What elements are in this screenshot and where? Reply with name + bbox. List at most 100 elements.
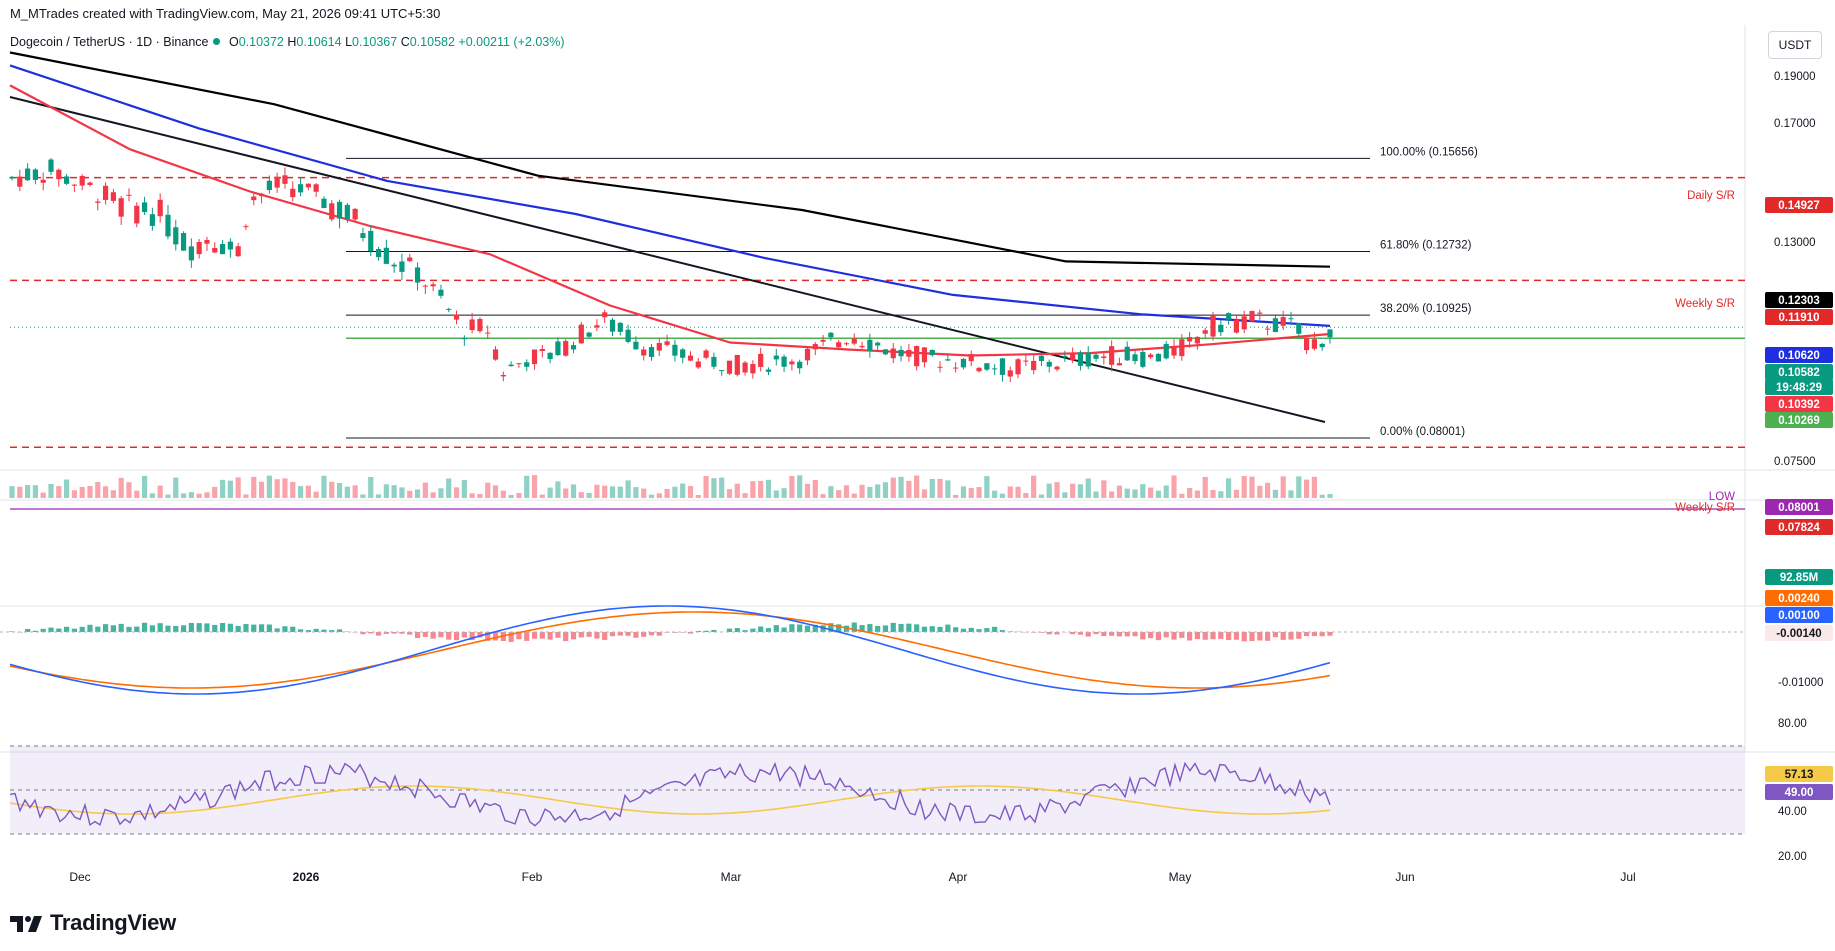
macd-tag: 0.00100: [1778, 610, 1820, 622]
volume-bar: [196, 493, 202, 498]
volume-bar: [414, 489, 421, 498]
candle: [344, 204, 350, 220]
volume-bar: [703, 476, 709, 498]
candle: [274, 176, 280, 188]
macd-histogram-bar: [945, 624, 951, 632]
candle: [781, 356, 787, 367]
candle: [875, 342, 881, 346]
volume-bar: [851, 493, 857, 498]
fib-level-label: 100.00% (0.15656): [1380, 146, 1478, 158]
macd-histogram-bar: [212, 624, 218, 632]
volume-bar: [859, 484, 865, 498]
macd-histogram-bar: [235, 625, 241, 632]
candle: [1101, 356, 1107, 359]
candle: [63, 176, 70, 184]
macd-histogram-bar: [648, 632, 655, 636]
candle: [1194, 336, 1201, 344]
candle: [609, 319, 616, 332]
volume-bar: [711, 478, 717, 498]
volume-bar: [9, 486, 15, 498]
volume-bar: [141, 475, 148, 498]
volume-bar: [399, 487, 405, 498]
macd-histogram-bar: [1304, 632, 1310, 637]
volume-bar: [641, 488, 647, 498]
x-tick-label: Jul: [1620, 870, 1635, 884]
candle: [1226, 313, 1232, 320]
close-value: 0.10582: [409, 35, 455, 49]
candle: [625, 329, 631, 342]
x-tick-label: Mar: [721, 870, 742, 884]
volume-bar: [219, 479, 226, 498]
volume-bar: [1187, 488, 1193, 498]
volume-bar: [992, 490, 998, 498]
macd-histogram-bar: [196, 623, 202, 632]
candle: [765, 369, 772, 372]
volume-bar: [1280, 476, 1286, 498]
macd-histogram: [9, 622, 1333, 642]
macd-histogram-bar: [1093, 632, 1099, 635]
macd-histogram-bar: [1288, 632, 1294, 640]
candle: [726, 360, 733, 374]
volume-bar: [1163, 485, 1169, 498]
volume-bar: [797, 475, 803, 498]
macd-histogram-bar: [609, 632, 616, 637]
countdown-tag-bg: [1765, 379, 1833, 395]
symbol-ohlc-legend[interactable]: Dogecoin / TetherUS · 1D · Binance O0.10…: [10, 35, 565, 49]
volume-bar: [469, 493, 475, 498]
macd-histogram-bar: [149, 625, 155, 632]
volume-bar: [1155, 490, 1162, 498]
volume-bar: [126, 482, 132, 498]
macd-histogram-bar: [1132, 632, 1138, 637]
volume-bar: [789, 476, 795, 498]
macd-histogram-bar: [282, 626, 288, 632]
volume-bar: [890, 477, 896, 498]
volume-bar: [430, 492, 436, 498]
macd-histogram-bar: [1265, 632, 1271, 641]
volume-bar: [734, 483, 740, 498]
volume-bar: [1077, 484, 1084, 498]
volume-bar: [617, 486, 623, 498]
volume-bar: [539, 494, 545, 498]
volume-bar: [664, 488, 670, 498]
macd-histogram-bar: [758, 626, 764, 632]
macd-histogram-bar: [976, 629, 982, 632]
rsi-y-tick-label: 40.00: [1778, 806, 1807, 818]
macd-histogram-bar: [422, 632, 428, 637]
candle: [1116, 363, 1123, 366]
volume-bar: [204, 492, 210, 498]
candle: [173, 227, 179, 245]
macd-line: [9, 605, 1331, 695]
macd-histogram-bar: [297, 629, 304, 632]
y-tick-label: 0.07500: [1774, 456, 1816, 468]
tradingview-logo[interactable]: TradingView: [10, 910, 176, 936]
candle: [851, 338, 857, 344]
macd-histogram-bar: [165, 625, 171, 632]
currency-button[interactable]: USDT: [1768, 31, 1822, 59]
macd-histogram-bar: [134, 626, 140, 632]
candle: [555, 341, 561, 356]
macd-histogram-bar: [40, 628, 46, 632]
macd-histogram-bar: [1070, 632, 1076, 635]
macd-histogram-bar: [32, 630, 38, 632]
volume-bar: [360, 494, 366, 498]
candle: [992, 368, 998, 370]
volume-bar: [781, 488, 787, 498]
candle: [1218, 324, 1224, 333]
volume-bar: [1249, 476, 1255, 498]
macd-histogram-bar: [1311, 632, 1318, 637]
candle: [196, 241, 202, 255]
macd-histogram-bar: [1257, 632, 1263, 641]
macd-tag-bg: [1765, 607, 1833, 623]
countdown-tag: 19:48:29: [1776, 382, 1822, 394]
volume-bar: [48, 483, 54, 498]
macd-histogram-bar: [336, 629, 343, 632]
volume-bar: [453, 487, 460, 498]
volume-bar: [578, 492, 584, 498]
tradingview-logo-text: TradingView: [50, 910, 176, 935]
candle: [141, 202, 148, 213]
volume-bar: [516, 493, 522, 498]
symbol-name[interactable]: Dogecoin / TetherUS · 1D · Binance: [10, 35, 209, 49]
volume-bar: [492, 485, 499, 498]
candle: [820, 339, 826, 342]
